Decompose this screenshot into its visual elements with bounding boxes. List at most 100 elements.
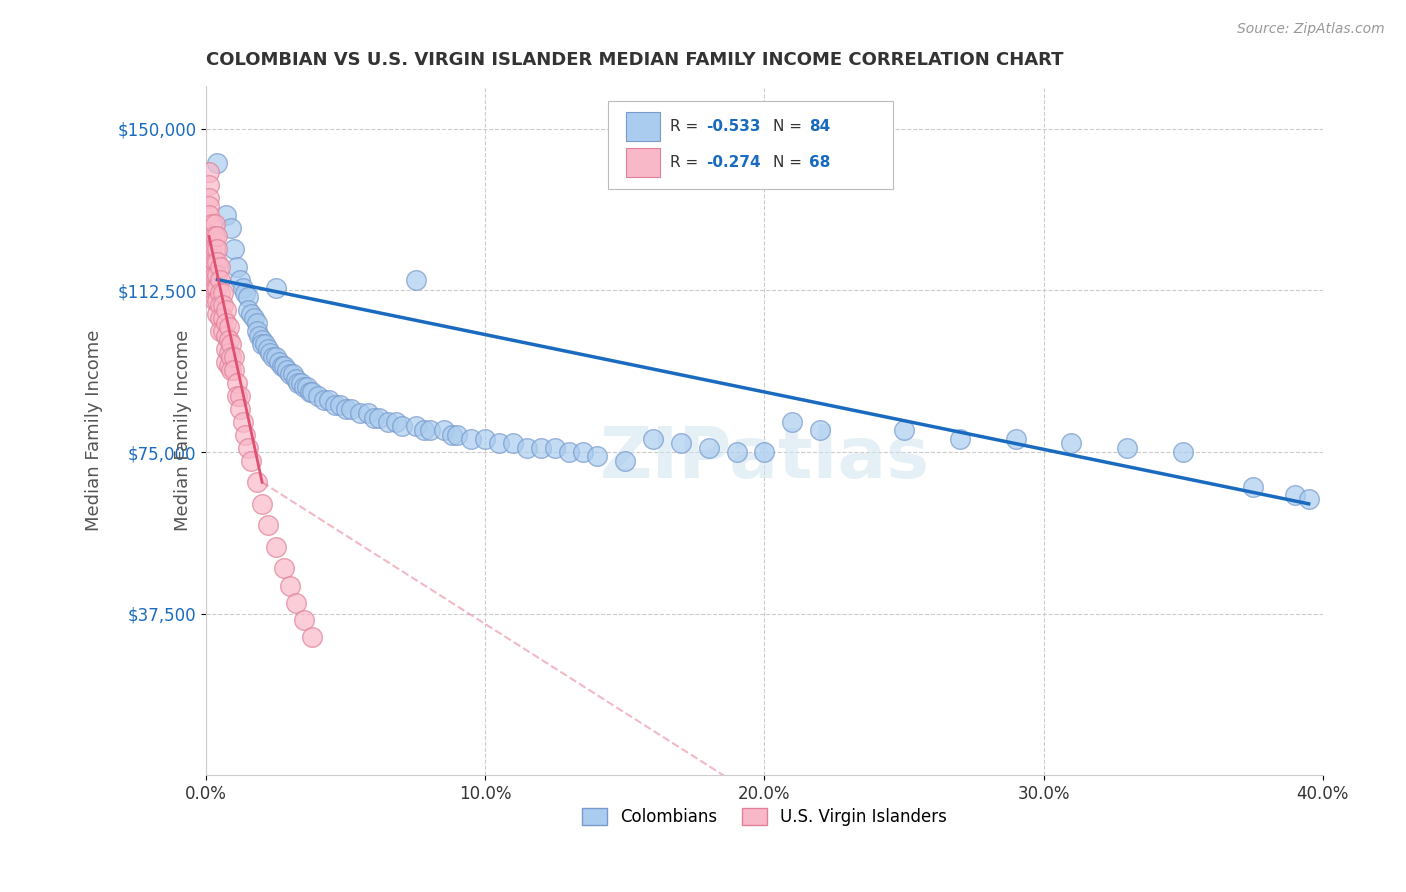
Point <box>301 384 323 399</box>
Point <box>377 415 399 429</box>
Point <box>207 243 229 257</box>
Point <box>1241 479 1264 493</box>
Point <box>1171 445 1194 459</box>
Point <box>256 342 278 356</box>
Point <box>245 475 267 490</box>
Point <box>204 243 226 257</box>
Point <box>207 156 229 170</box>
Point <box>1284 488 1306 502</box>
Point <box>312 393 335 408</box>
Point <box>335 401 357 416</box>
Y-axis label: Median Family Income: Median Family Income <box>86 330 103 531</box>
Point <box>264 281 287 295</box>
Point <box>281 368 304 382</box>
Point <box>204 229 226 244</box>
Point <box>250 333 273 347</box>
Point <box>204 294 226 309</box>
Point <box>284 372 307 386</box>
Point <box>363 410 385 425</box>
Point <box>264 540 287 554</box>
Point <box>298 384 321 399</box>
Point <box>460 432 482 446</box>
Point <box>530 441 553 455</box>
Point <box>323 398 346 412</box>
Point <box>235 427 257 442</box>
Point <box>558 445 581 459</box>
Point <box>725 445 748 459</box>
Point <box>1004 432 1026 446</box>
Point <box>221 350 243 364</box>
Point <box>204 217 226 231</box>
Point <box>207 255 229 269</box>
Point <box>245 324 267 338</box>
Point <box>215 354 238 368</box>
Point <box>1116 441 1139 455</box>
Point <box>669 436 692 450</box>
Point <box>253 337 276 351</box>
Point <box>201 217 224 231</box>
Point <box>295 380 318 394</box>
Point <box>226 260 249 274</box>
Point <box>307 389 329 403</box>
Point <box>224 243 246 257</box>
Point <box>782 415 804 429</box>
Point <box>218 320 240 334</box>
Point <box>516 441 538 455</box>
Point <box>201 229 224 244</box>
Point <box>301 631 323 645</box>
Point <box>236 441 259 455</box>
Point <box>264 350 287 364</box>
Point <box>641 432 664 446</box>
Point <box>224 363 246 377</box>
Text: R =: R = <box>669 154 703 169</box>
Point <box>212 285 235 300</box>
Point <box>287 376 309 390</box>
Point <box>278 368 301 382</box>
Point <box>586 450 609 464</box>
Point <box>893 424 915 438</box>
Point <box>245 316 267 330</box>
Point <box>391 419 413 434</box>
Point <box>440 427 463 442</box>
Point <box>1298 492 1320 507</box>
Point <box>247 328 270 343</box>
Point <box>292 380 315 394</box>
Point <box>239 307 262 321</box>
Point <box>232 415 254 429</box>
Point <box>278 579 301 593</box>
Point <box>215 328 238 343</box>
Point <box>273 359 295 373</box>
Point <box>229 389 252 403</box>
Point <box>488 436 510 450</box>
Point <box>292 613 315 627</box>
Point <box>204 255 226 269</box>
Point <box>201 243 224 257</box>
Point <box>209 260 232 274</box>
Point <box>349 406 371 420</box>
Point <box>212 324 235 338</box>
Text: 84: 84 <box>808 119 831 134</box>
Text: Source: ZipAtlas.com: Source: ZipAtlas.com <box>1237 22 1385 37</box>
Point <box>198 191 221 205</box>
FancyBboxPatch shape <box>626 112 659 142</box>
Point <box>201 260 224 274</box>
Point <box>209 272 232 286</box>
Text: N =: N = <box>773 119 807 134</box>
Point <box>284 596 307 610</box>
Point <box>276 363 298 377</box>
Point <box>267 354 290 368</box>
Point <box>262 350 284 364</box>
Point <box>259 346 281 360</box>
Point <box>229 401 252 416</box>
Point <box>209 285 232 300</box>
Point <box>224 350 246 364</box>
Point <box>239 453 262 467</box>
Point <box>207 307 229 321</box>
Point <box>413 424 436 438</box>
Point <box>226 376 249 390</box>
Point <box>207 268 229 283</box>
Point <box>474 432 496 446</box>
Point <box>229 272 252 286</box>
Text: -0.533: -0.533 <box>706 119 761 134</box>
Text: -0.274: -0.274 <box>706 154 761 169</box>
